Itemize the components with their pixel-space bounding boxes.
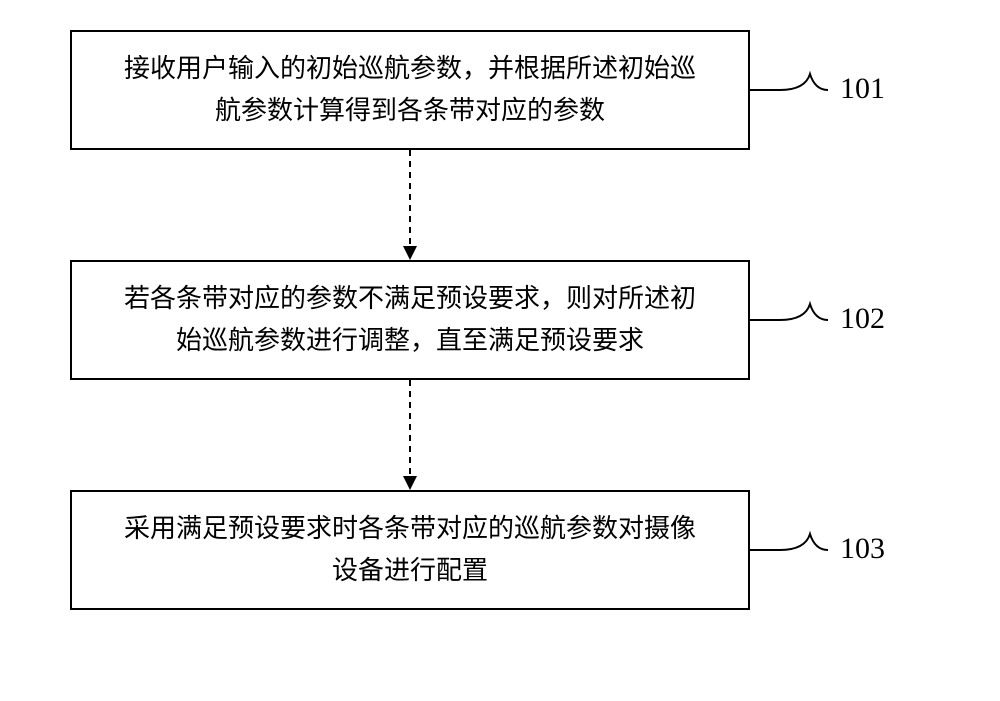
flow-label-3-text: 103: [840, 532, 885, 565]
flow-node-1: 接收用户输入的初始巡航参数，并根据所述初始巡航参数计算得到各条带对应的参数: [70, 30, 750, 150]
flow-node-3: 采用满足预设要求时各条带对应的巡航参数对摄像设备进行配置: [70, 490, 750, 610]
arrow-2: [403, 380, 417, 490]
connector-1: [750, 70, 830, 110]
flow-node-2-text: 若各条带对应的参数不满足预设要求，则对所述初始巡航参数进行调整，直至满足预设要求: [124, 278, 696, 361]
flow-label-2: 102: [840, 302, 885, 336]
flow-label-2-text: 102: [840, 302, 885, 335]
flow-label-3: 103: [840, 532, 885, 566]
flow-node-1-text: 接收用户输入的初始巡航参数，并根据所述初始巡航参数计算得到各条带对应的参数: [124, 48, 696, 131]
flow-label-1: 101: [840, 72, 885, 106]
connector-3: [750, 530, 830, 570]
flow-node-2: 若各条带对应的参数不满足预设要求，则对所述初始巡航参数进行调整，直至满足预设要求: [70, 260, 750, 380]
connector-2: [750, 300, 830, 340]
flow-node-3-text: 采用满足预设要求时各条带对应的巡航参数对摄像设备进行配置: [124, 508, 696, 591]
flow-label-1-text: 101: [840, 72, 885, 105]
arrow-1: [403, 150, 417, 260]
